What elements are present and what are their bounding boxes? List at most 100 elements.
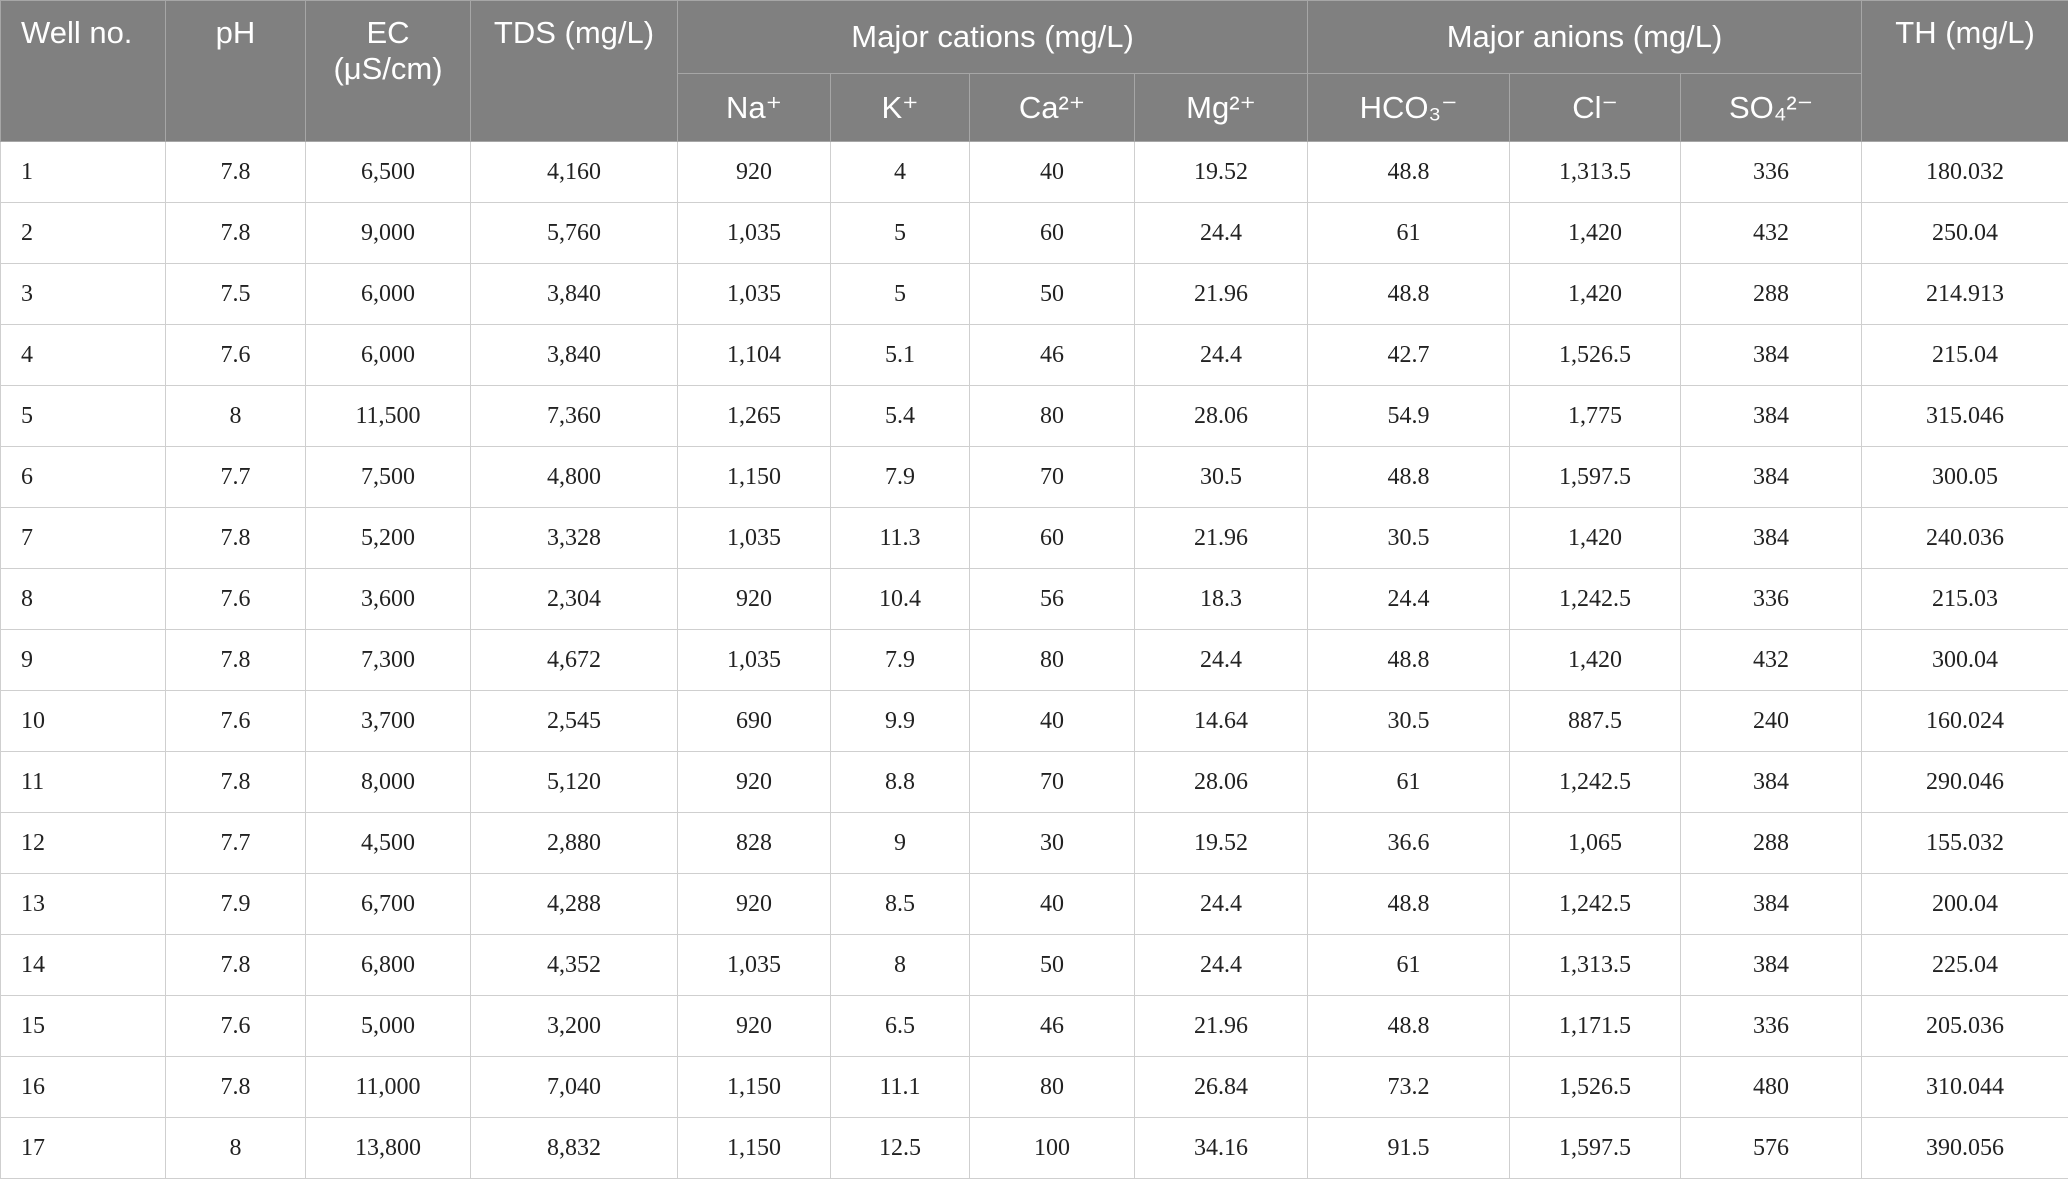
table-row: 11 7.8 8,000 5,120 920 8.8 70 28.06 61 1,242.5 384… xyxy=(0,751,2068,813)
column-header: Na⁺ xyxy=(677,73,831,142)
table-cell: 3,700 xyxy=(305,690,471,752)
table-cell: 4,352 xyxy=(470,934,678,996)
table-cell: 60 xyxy=(969,202,1135,264)
table-cell: 7.9 xyxy=(165,873,306,935)
table-cell: 7,040 xyxy=(470,1056,678,1118)
table-cell: 887.5 xyxy=(1509,690,1682,752)
column-header: K⁺ xyxy=(830,73,970,142)
table-cell: 46 xyxy=(969,324,1135,386)
table-cell: 336 xyxy=(1680,141,1863,203)
table-cell: 384 xyxy=(1680,873,1863,935)
table-cell: 288 xyxy=(1680,263,1863,325)
table-cell: 14 xyxy=(0,934,166,996)
table-cell: 5 xyxy=(0,385,166,447)
table-cell: 5,760 xyxy=(470,202,678,264)
table-cell: 70 xyxy=(969,751,1135,813)
table-cell: 250.04 xyxy=(1861,202,2068,264)
table-cell: 7.8 xyxy=(165,507,306,569)
column-header: SO₄²⁻ xyxy=(1680,73,1863,142)
table-cell: 7 xyxy=(0,507,166,569)
group-header: Major cations (mg/L) xyxy=(676,0,1309,74)
table-cell: 48.8 xyxy=(1307,141,1511,203)
table-cell: 24.4 xyxy=(1133,202,1309,264)
column-header: Ca²⁺ xyxy=(969,73,1135,142)
table-cell: 13,800 xyxy=(305,1117,471,1179)
table-cell: 290.046 xyxy=(1861,751,2068,813)
table-cell: 19.52 xyxy=(1133,141,1309,203)
table-cell: 9 xyxy=(830,812,970,874)
table-cell: 200.04 xyxy=(1861,873,2068,935)
table-cell: 24.4 xyxy=(1133,324,1309,386)
table-cell: 61 xyxy=(1307,751,1511,813)
table-cell: 9,000 xyxy=(305,202,471,264)
table-cell: 6,700 xyxy=(305,873,471,935)
table-cell: 1,420 xyxy=(1509,507,1682,569)
table-cell: 30.5 xyxy=(1307,507,1511,569)
table-header: Well no. pH EC (μS/cm) TDS (mg/L) Major cati… xyxy=(0,0,2068,142)
table-cell: 384 xyxy=(1680,324,1863,386)
table-cell: 7.6 xyxy=(165,324,306,386)
table-cell: 1,265 xyxy=(677,385,831,447)
column-header: HCO₃⁻ xyxy=(1307,73,1511,142)
table-cell: 54.9 xyxy=(1307,385,1511,447)
column-header: pH xyxy=(165,0,306,142)
table-cell: 26.84 xyxy=(1133,1056,1309,1118)
table-cell: 1,065 xyxy=(1509,812,1682,874)
table-cell: 5,000 xyxy=(305,995,471,1057)
table-cell: 12.5 xyxy=(830,1117,970,1179)
table-cell: 1 xyxy=(0,141,166,203)
table-cell: 7,300 xyxy=(305,629,471,691)
table-row: 16 7.8 11,000 7,040 1,150 11.1 80 26.84 73.2 1,52… xyxy=(0,1056,2068,1118)
table-cell: 40 xyxy=(969,141,1135,203)
table-cell: 7.8 xyxy=(165,629,306,691)
table-cell: 7.6 xyxy=(165,690,306,752)
table-cell: 7.9 xyxy=(830,629,970,691)
table-cell: 46 xyxy=(969,995,1135,1057)
table-cell: 384 xyxy=(1680,446,1863,508)
table-cell: 384 xyxy=(1680,934,1863,996)
table-cell: 15 xyxy=(0,995,166,1057)
table-row: 10 7.6 3,700 2,545 690 9.9 40 14.64 30.5 887.5 240… xyxy=(0,690,2068,752)
table-cell: 28.06 xyxy=(1133,385,1309,447)
table-cell: 1,597.5 xyxy=(1509,1117,1682,1179)
table-cell: 1,420 xyxy=(1509,263,1682,325)
table-cell: 50 xyxy=(969,263,1135,325)
table-row: 17 8 13,800 8,832 1,150 12.5 100 34.16 91.5 1,597… xyxy=(0,1117,2068,1179)
table-cell: 10.4 xyxy=(830,568,970,630)
table-cell: 384 xyxy=(1680,385,1863,447)
table-cell: 6.5 xyxy=(830,995,970,1057)
column-header: Well no. xyxy=(0,0,166,142)
table-cell: 310.044 xyxy=(1861,1056,2068,1118)
table-cell: 1,035 xyxy=(677,629,831,691)
table-cell: 240.036 xyxy=(1861,507,2068,569)
table-cell: 24.4 xyxy=(1133,629,1309,691)
table-cell: 21.96 xyxy=(1133,995,1309,1057)
table-cell: 1,313.5 xyxy=(1509,141,1682,203)
table-row: 8 7.6 3,600 2,304 920 10.4 56 18.3 24.4 1,242.5 33… xyxy=(0,568,2068,630)
table-row: 12 7.7 4,500 2,880 828 9 30 19.52 36.6 1,065 288 15… xyxy=(0,812,2068,874)
table-row: 2 7.8 9,000 5,760 1,035 5 60 24.4 61 1,420 432 250.… xyxy=(0,202,2068,264)
table-cell: 920 xyxy=(677,995,831,1057)
table-cell: 300.05 xyxy=(1861,446,2068,508)
table-row: 4 7.6 6,000 3,840 1,104 5.1 46 24.4 42.7 1,526.5 3… xyxy=(0,324,2068,386)
table-cell: 240 xyxy=(1680,690,1863,752)
table-cell: 8.8 xyxy=(830,751,970,813)
table-cell: 4,160 xyxy=(470,141,678,203)
table-cell: 100 xyxy=(969,1117,1135,1179)
table-cell: 2,304 xyxy=(470,568,678,630)
table-cell: 1,104 xyxy=(677,324,831,386)
table-cell: 8,000 xyxy=(305,751,471,813)
table-cell: 7.5 xyxy=(165,263,306,325)
table-cell: 390.056 xyxy=(1861,1117,2068,1179)
table-cell: 40 xyxy=(969,690,1135,752)
table-cell: 7,500 xyxy=(305,446,471,508)
table-cell: 180.032 xyxy=(1861,141,2068,203)
table-cell: 3,840 xyxy=(470,324,678,386)
table-cell: 432 xyxy=(1680,202,1863,264)
table-cell: 80 xyxy=(969,1056,1135,1118)
table-cell: 11.1 xyxy=(830,1056,970,1118)
table-cell: 215.04 xyxy=(1861,324,2068,386)
table-cell: 1,150 xyxy=(677,1056,831,1118)
table-cell: 7.7 xyxy=(165,812,306,874)
